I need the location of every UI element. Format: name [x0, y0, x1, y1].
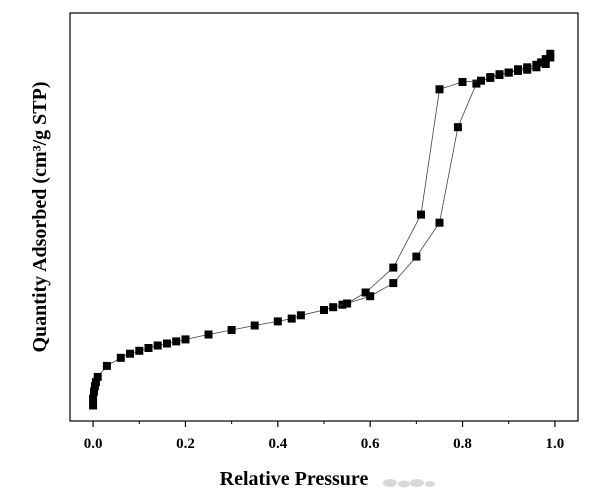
data-point: [227, 326, 236, 334]
data-point: [504, 68, 513, 77]
data-point: [366, 292, 375, 301]
data-point: [91, 378, 100, 387]
data-point: [126, 349, 134, 358]
x-axis-title: Relative Pressure: [220, 468, 369, 490]
data-series: [89, 49, 555, 410]
series-line: [92, 57, 551, 406]
x-axis-ticks: 0.0 0.2 0.4 0.6 0.8 1.0: [84, 421, 565, 452]
x-tick-label: 0.8: [453, 436, 472, 452]
data-point: [453, 123, 462, 132]
data-point: [93, 372, 102, 381]
data-point: [343, 299, 352, 308]
data-point: [181, 335, 190, 344]
data-point: [546, 49, 555, 58]
data-point: [486, 73, 495, 82]
data-point: [541, 55, 550, 64]
data-point: [389, 279, 398, 288]
data-point: [90, 382, 99, 391]
data-point: [89, 401, 98, 410]
desorption-series: [329, 49, 555, 312]
x-tick-label: 0.2: [176, 436, 195, 452]
data-point: [135, 346, 144, 355]
y-axis-title: Quantity Adsorbed (cm³/g STP): [29, 81, 51, 352]
data-point: [541, 60, 550, 68]
x-tick-label: 0.0: [84, 436, 103, 452]
data-point: [435, 218, 444, 227]
data-point: [361, 288, 370, 297]
data-point: [537, 58, 546, 67]
data-point: [144, 344, 153, 352]
data-point: [250, 321, 259, 330]
x-tick-label: 0.6: [361, 436, 380, 452]
watermark-logo: [383, 479, 435, 488]
data-point: [320, 306, 328, 314]
data-point: [90, 387, 98, 396]
data-point: [458, 78, 467, 86]
data-point: [296, 311, 305, 320]
data-point: [495, 71, 504, 79]
data-point: [273, 317, 282, 326]
adsorption-series: [89, 53, 555, 410]
data-point: [514, 65, 522, 74]
data-point: [472, 79, 481, 88]
data-point: [116, 353, 125, 362]
x-tick-label: 0.4: [268, 436, 287, 452]
data-point: [523, 63, 532, 72]
x-tick-label: 1.0: [546, 436, 565, 452]
data-point: [477, 76, 485, 85]
data-point: [389, 263, 398, 272]
data-point: [532, 60, 541, 69]
data-point: [412, 252, 421, 261]
data-point: [417, 210, 425, 219]
data-point: [329, 303, 338, 312]
data-point: [89, 394, 98, 403]
data-point: [163, 339, 171, 348]
data-point: [435, 85, 444, 94]
data-point: [287, 314, 296, 323]
data-point: [172, 337, 181, 346]
data-point: [204, 330, 213, 339]
data-point: [153, 341, 162, 350]
data-point: [102, 361, 111, 370]
